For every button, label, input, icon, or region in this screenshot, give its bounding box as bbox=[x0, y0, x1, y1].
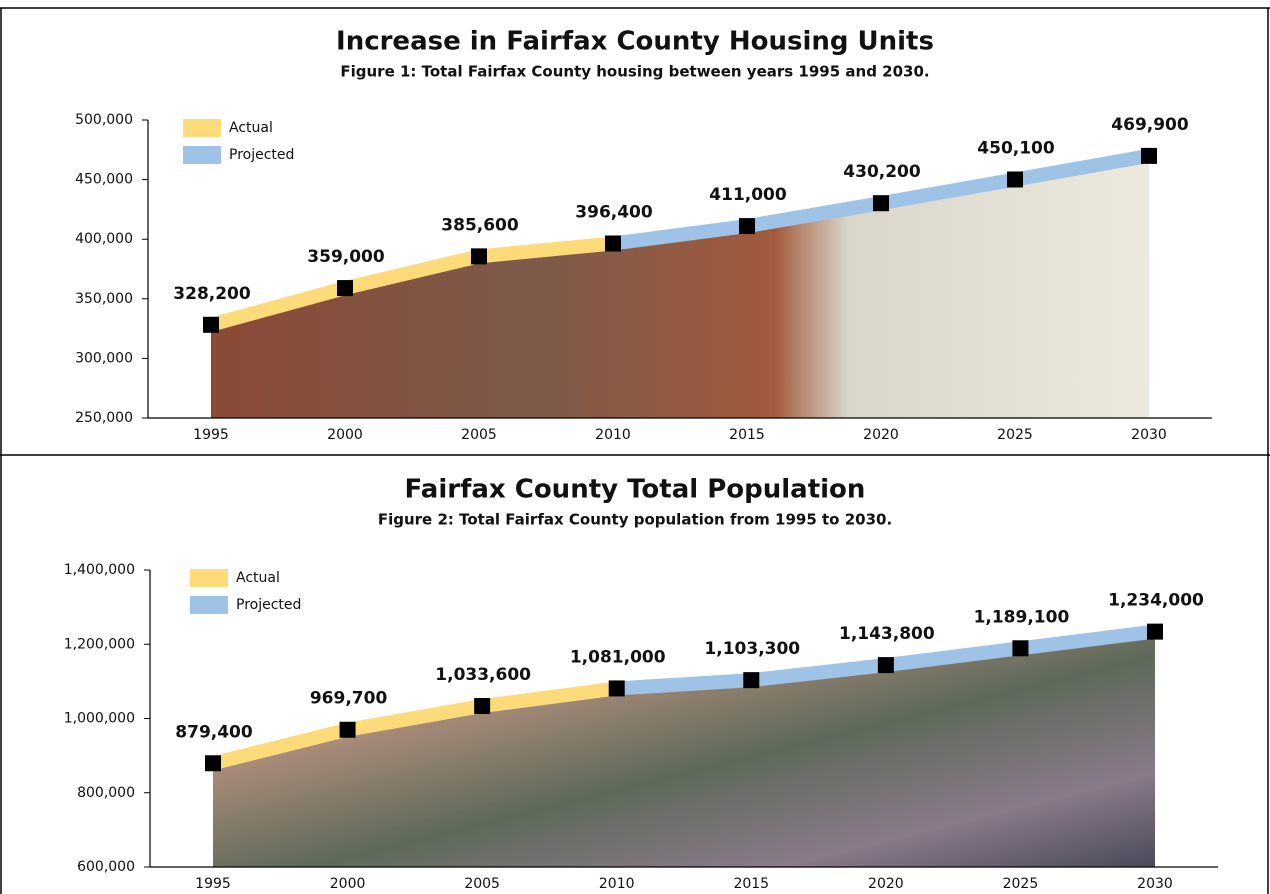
legend-label: Projected bbox=[236, 597, 301, 613]
x-tick-label: 1995 bbox=[195, 876, 231, 892]
y-tick-label: 300,000 bbox=[75, 350, 133, 366]
x-tick-label: 2005 bbox=[461, 427, 497, 443]
data-label: 1,033,600 bbox=[435, 665, 531, 685]
point-marker bbox=[605, 235, 621, 252]
chart-subtitle: Figure 2: Total Fairfax County populatio… bbox=[378, 511, 892, 529]
series-line bbox=[211, 681, 618, 771]
y-tick-label: 400,000 bbox=[75, 231, 133, 247]
data-label: 385,600 bbox=[441, 215, 519, 235]
point-marker bbox=[608, 680, 625, 697]
x-tick-label: 2010 bbox=[599, 876, 635, 892]
chart-subtitle: Figure 1: Total Fairfax County housing b… bbox=[340, 63, 929, 81]
x-tick-label: 2025 bbox=[997, 427, 1033, 443]
y-tick-label: 350,000 bbox=[75, 291, 133, 307]
x-tick-label: 2015 bbox=[729, 427, 765, 443]
x-tick-label: 2030 bbox=[1137, 876, 1173, 892]
y-tick-label: 250,000 bbox=[75, 410, 133, 426]
point-marker bbox=[203, 316, 219, 333]
legend-swatch bbox=[190, 596, 228, 614]
data-label: 430,200 bbox=[843, 162, 921, 182]
point-marker bbox=[205, 755, 221, 772]
data-label: 469,900 bbox=[1111, 115, 1189, 135]
point-marker bbox=[1147, 623, 1163, 640]
x-tick-label: 2020 bbox=[863, 427, 899, 443]
x-tick-label: 2010 bbox=[595, 427, 631, 443]
data-label: 1,103,300 bbox=[704, 639, 800, 659]
point-marker bbox=[743, 672, 760, 689]
data-label: 411,000 bbox=[709, 185, 787, 205]
y-tick-label: 500,000 bbox=[75, 112, 133, 128]
x-tick-label: 2030 bbox=[1131, 427, 1167, 443]
x-tick-label: 2005 bbox=[464, 876, 500, 892]
data-label: 396,400 bbox=[575, 202, 653, 222]
y-tick-label: 600,000 bbox=[77, 859, 135, 875]
y-tick-label: 1,200,000 bbox=[64, 636, 135, 652]
data-label: 1,143,800 bbox=[839, 624, 935, 644]
point-marker bbox=[873, 195, 889, 212]
series-line bbox=[209, 236, 614, 332]
data-label: 1,189,100 bbox=[974, 607, 1070, 627]
data-label: 328,200 bbox=[173, 284, 251, 304]
y-tick-label: 800,000 bbox=[77, 785, 135, 801]
y-tick-label: 1,400,000 bbox=[64, 562, 135, 578]
data-label: 359,000 bbox=[307, 247, 385, 267]
y-tick-label: 450,000 bbox=[75, 172, 133, 188]
chart-title: Increase in Fairfax County Housing Units bbox=[336, 27, 934, 57]
data-label: 1,081,000 bbox=[570, 647, 666, 667]
point-marker bbox=[471, 248, 487, 265]
point-marker bbox=[337, 280, 353, 297]
legend-swatch bbox=[183, 119, 221, 137]
point-marker bbox=[1141, 147, 1157, 164]
legend-label: Actual bbox=[229, 120, 273, 136]
y-tick-label: 1,000,000 bbox=[64, 711, 135, 727]
photo-backdrop bbox=[213, 631, 1155, 867]
legend-label: Actual bbox=[236, 570, 280, 586]
x-tick-label: 1995 bbox=[193, 427, 229, 443]
point-marker bbox=[339, 721, 356, 738]
legend-label: Projected bbox=[229, 147, 294, 163]
x-tick-label: 2015 bbox=[733, 876, 769, 892]
x-tick-label: 2000 bbox=[327, 427, 363, 443]
photo-backdrop bbox=[211, 155, 1149, 418]
frame bbox=[0, 7, 1270, 894]
data-label: 879,400 bbox=[175, 722, 253, 742]
legend-swatch bbox=[183, 146, 221, 164]
point-marker bbox=[1007, 171, 1023, 188]
point-marker bbox=[1012, 640, 1029, 657]
data-label: 969,700 bbox=[310, 689, 388, 709]
data-label: 450,100 bbox=[977, 138, 1055, 158]
x-tick-label: 2020 bbox=[868, 876, 904, 892]
legend-swatch bbox=[190, 569, 228, 587]
point-marker bbox=[474, 698, 491, 715]
chart-title: Fairfax County Total Population bbox=[405, 475, 866, 505]
x-tick-label: 2000 bbox=[330, 876, 366, 892]
point-marker bbox=[739, 218, 755, 235]
x-tick-label: 2025 bbox=[1003, 876, 1039, 892]
point-marker bbox=[877, 657, 894, 674]
data-label: 1,234,000 bbox=[1108, 591, 1204, 611]
